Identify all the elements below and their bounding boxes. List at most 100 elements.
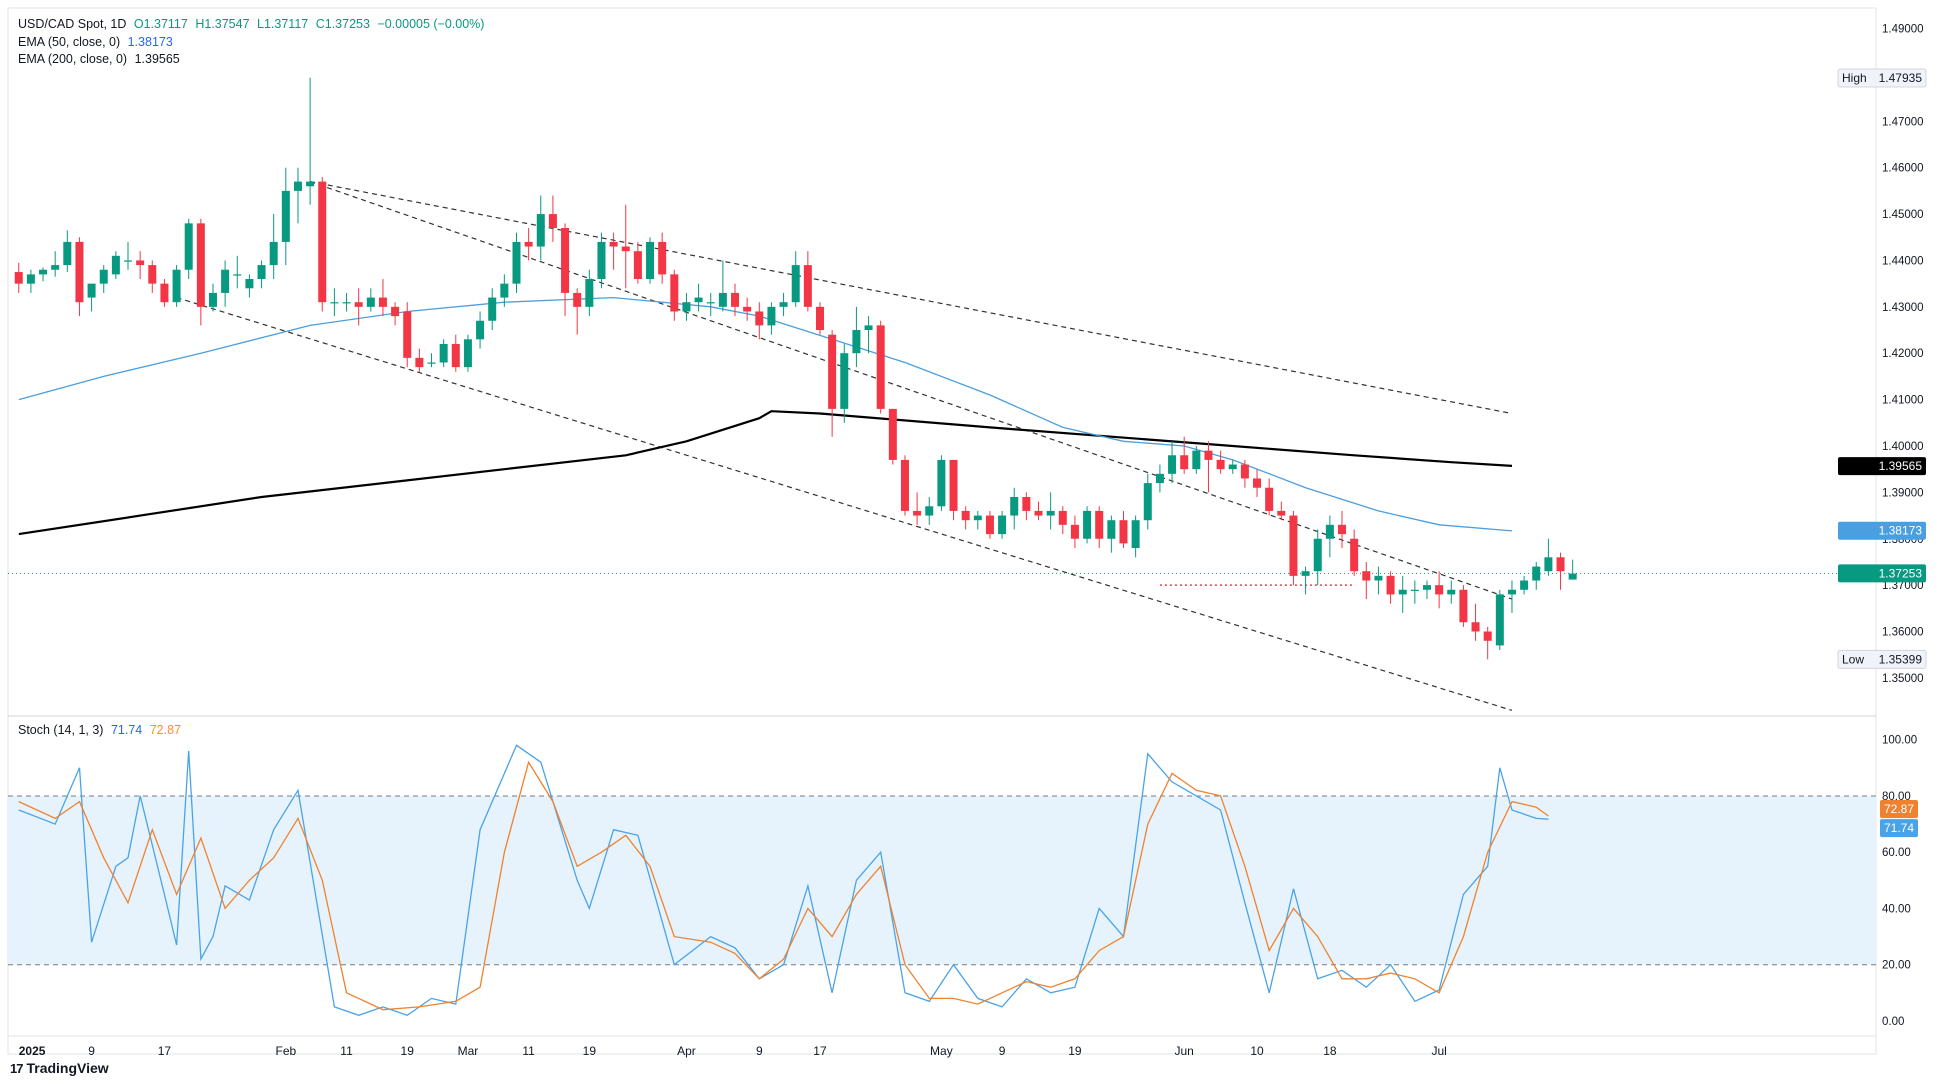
candle-body	[1119, 520, 1128, 544]
time-axis-tick: 10	[1250, 1044, 1264, 1058]
candle-body	[51, 265, 60, 270]
candle-body	[573, 292, 582, 307]
candle-body	[26, 274, 35, 284]
candle-body	[293, 181, 302, 191]
time-axis-tick: Apr	[677, 1044, 696, 1058]
candle-body	[937, 459, 946, 507]
stoch-axis-tick: 80.00	[1882, 791, 1911, 803]
stoch-axis-tick: 20.00	[1882, 960, 1911, 972]
candle-body	[1253, 478, 1262, 488]
candle-body	[524, 241, 533, 247]
close-value: C1.37253	[315, 17, 370, 31]
candle-body	[1410, 589, 1419, 591]
candle-body	[415, 357, 424, 368]
candle-body	[63, 241, 72, 266]
price-legend: USD/CAD Spot, 1D O1.37117 H1.37547 L1.37…	[18, 16, 488, 33]
candle-body	[196, 223, 205, 307]
ema50-label: EMA (50, close, 0)	[18, 35, 121, 49]
candle-body	[670, 274, 679, 312]
candle-body	[160, 283, 169, 303]
time-axis-tick: 19	[401, 1044, 415, 1058]
change-value: −0.00005 (−0.00%)	[377, 17, 485, 31]
candle-body	[148, 265, 157, 284]
candle-body	[852, 330, 861, 354]
candle-body	[366, 297, 375, 307]
price-axis-tick: 1.39000	[1882, 487, 1924, 499]
candle-body	[1350, 538, 1359, 572]
candle-body	[136, 260, 145, 266]
candle-body	[1240, 464, 1249, 479]
candle-body	[99, 269, 108, 284]
candle-body	[1155, 473, 1164, 484]
time-axis-tick: 9	[88, 1044, 95, 1058]
candle-body	[208, 292, 217, 307]
ema200-line	[18, 410, 1513, 536]
tradingview-brand[interactable]: 17 TradingView	[10, 1060, 109, 1076]
candle-body	[1277, 510, 1286, 516]
candle-body	[1010, 497, 1019, 516]
candle-body	[536, 214, 545, 247]
candle-body	[1435, 585, 1444, 595]
candle-body	[1568, 573, 1577, 580]
candle-body	[463, 339, 472, 368]
candle-body	[1180, 455, 1189, 470]
time-axis-tick: 19	[1068, 1044, 1082, 1058]
price-axis-tick: 1.36000	[1882, 627, 1924, 639]
price-axis-label-value: 1.39565	[1879, 459, 1923, 473]
candle-body	[888, 408, 897, 460]
stoch-k-axis-label: 71.74	[1884, 821, 1914, 835]
stoch-axis-tick: 100.00	[1882, 735, 1917, 747]
channel-trendline	[309, 181, 1513, 415]
ema200-legend: EMA (200, close, 0) 1.39565	[18, 51, 184, 68]
candle-body	[1070, 524, 1079, 539]
candle-body	[1459, 589, 1468, 623]
stoch-k-line	[18, 744, 1549, 1017]
candle-body	[1034, 510, 1043, 516]
candle-body	[646, 241, 655, 280]
candle-body	[985, 515, 994, 535]
candle-body	[124, 260, 133, 262]
price-axis-label-value: 1.47935	[1879, 71, 1923, 85]
time-axis-tick: Jun	[1175, 1044, 1194, 1058]
stoch-legend: Stoch (14, 1, 3) 71.74 72.87	[18, 722, 185, 739]
candle-body	[791, 265, 800, 303]
price-axis-tick: 1.35000	[1882, 673, 1924, 685]
candle-body	[1289, 515, 1298, 576]
stoch-d-axis-label: 72.87	[1884, 802, 1914, 816]
high-value: H1.37547	[195, 17, 250, 31]
candle-body	[731, 292, 740, 307]
symbol-label: USD/CAD Spot, 1D	[18, 17, 127, 31]
open-value: O1.37117	[133, 17, 188, 31]
time-axis-tick: 18	[1323, 1044, 1337, 1058]
channel-trendline	[176, 296, 1513, 711]
price-axis-label-bg	[1837, 68, 1927, 88]
candle-body	[828, 334, 837, 409]
price-axis-tick: 1.44000	[1882, 255, 1924, 267]
time-axis-tick: Mar	[458, 1044, 479, 1058]
candle-body	[1556, 557, 1565, 572]
candle-body	[815, 306, 824, 331]
candle-body	[1313, 538, 1322, 572]
candle-body	[718, 292, 727, 307]
candle-body	[378, 297, 387, 307]
candle-body	[269, 241, 278, 266]
candle-body	[767, 306, 776, 326]
price-axis-tick: 1.43000	[1882, 302, 1924, 314]
candle-body	[306, 181, 315, 187]
candle-body	[913, 510, 922, 516]
candle-body	[245, 279, 254, 289]
price-axis-tick: 1.37000	[1882, 580, 1924, 592]
candle-body	[221, 269, 230, 293]
time-axis-tick: 19	[583, 1044, 597, 1058]
candle-body	[1386, 575, 1395, 595]
time-axis-tick: 11	[522, 1044, 535, 1058]
candle-body	[621, 246, 630, 252]
candle-body	[1046, 510, 1055, 516]
price-axis-label-value: 1.38173	[1879, 524, 1923, 538]
candle-body	[682, 302, 691, 312]
price-axis-tick: 1.45000	[1882, 209, 1924, 221]
price-axis-label: 1.35399 Low	[1837, 649, 1927, 669]
price-axis-label-value: 1.37253	[1879, 566, 1923, 580]
candle-body	[488, 297, 497, 321]
